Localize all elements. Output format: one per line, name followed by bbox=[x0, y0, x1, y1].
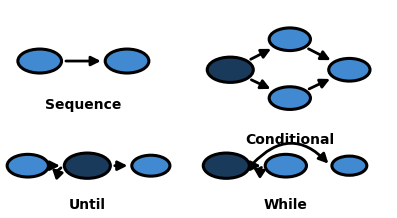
Circle shape bbox=[269, 28, 310, 51]
Circle shape bbox=[265, 154, 306, 177]
Circle shape bbox=[105, 49, 149, 73]
Circle shape bbox=[207, 57, 253, 82]
Circle shape bbox=[329, 58, 370, 81]
Circle shape bbox=[64, 153, 110, 178]
Circle shape bbox=[7, 154, 48, 177]
Circle shape bbox=[203, 153, 249, 178]
Circle shape bbox=[18, 49, 62, 73]
Circle shape bbox=[332, 156, 367, 175]
Text: While: While bbox=[264, 198, 308, 212]
Circle shape bbox=[269, 87, 310, 109]
Circle shape bbox=[132, 155, 170, 176]
Text: Conditional: Conditional bbox=[245, 133, 334, 146]
Text: Until: Until bbox=[69, 198, 106, 212]
Text: Sequence: Sequence bbox=[45, 98, 121, 112]
